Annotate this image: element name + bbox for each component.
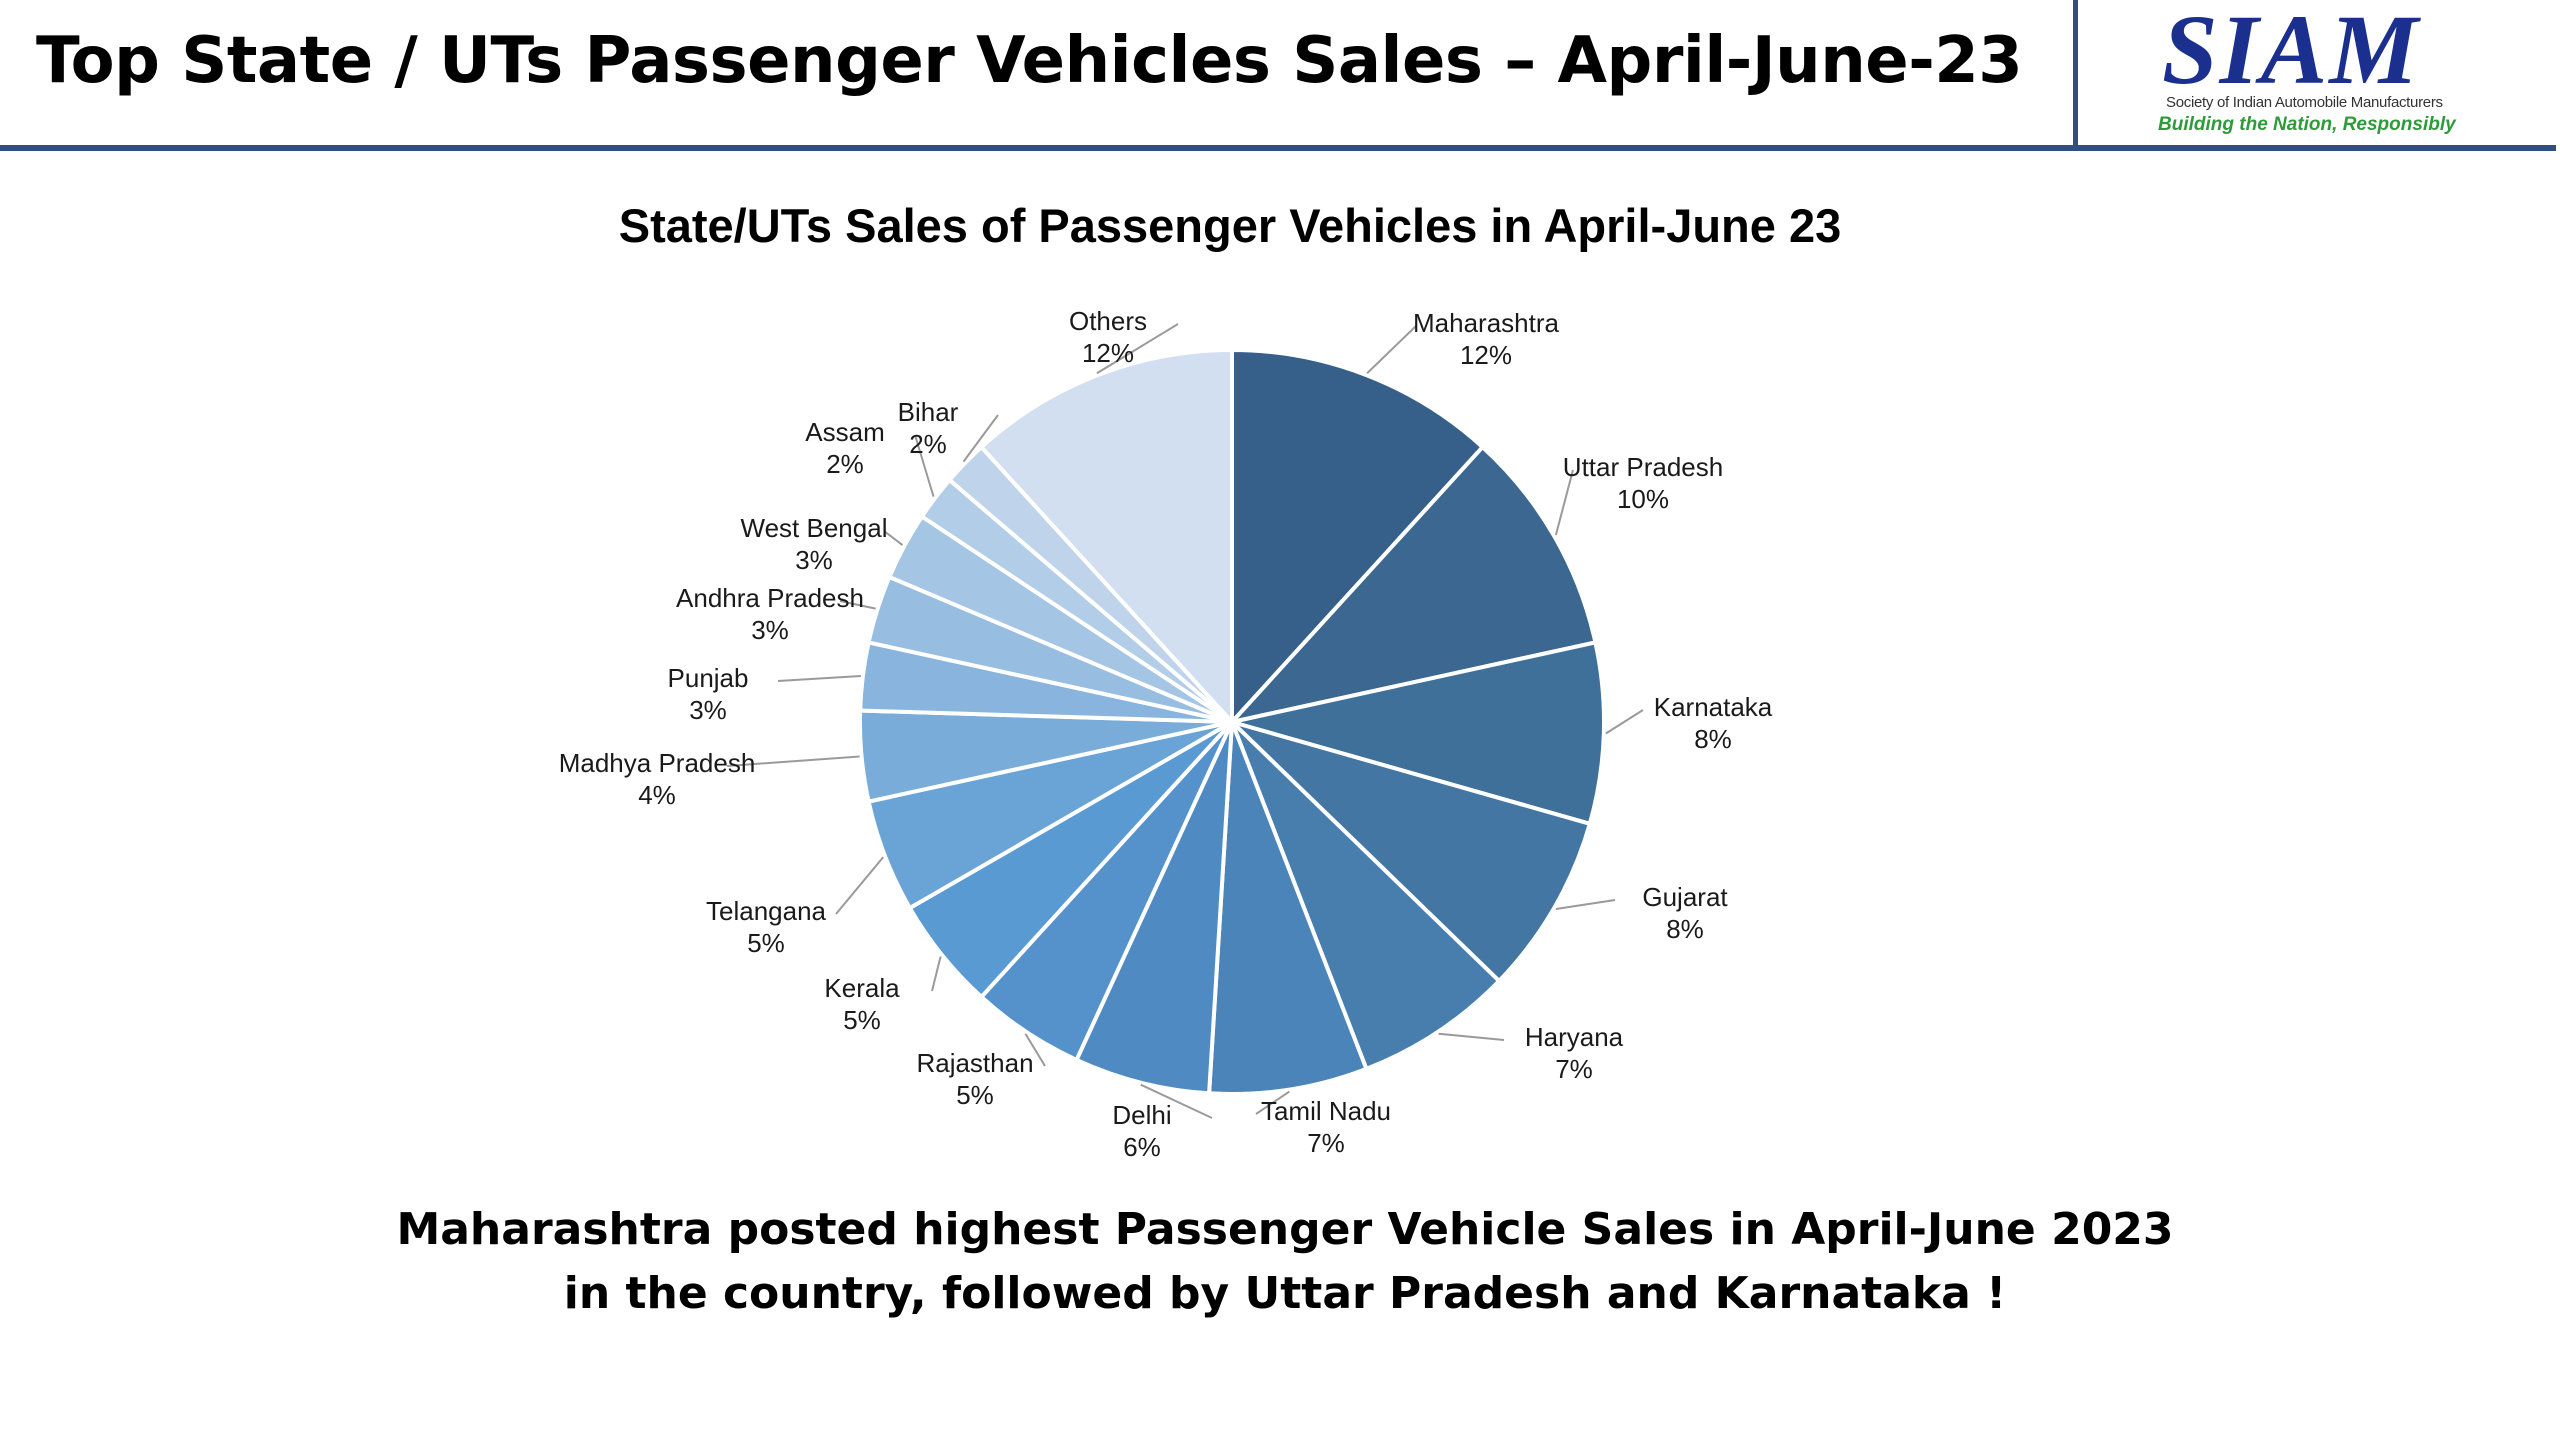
slice-label-value: 10% [1617, 484, 1669, 514]
leader-line [726, 755, 860, 767]
pie-slice-others [978, 347, 1234, 728]
leader-line [1024, 1033, 1046, 1067]
slice-label-name: Maharashtra [1413, 308, 1559, 338]
slice-label-value: 6% [1123, 1132, 1161, 1162]
pie-slice-gujarat [1230, 720, 1593, 984]
chart-title: State/UTs Sales of Passenger Vehicles in… [618, 199, 1842, 252]
slice-label-value: 2% [826, 449, 864, 479]
leader-lines [726, 323, 1644, 1119]
pie-slice-delhi [1073, 721, 1234, 1096]
slice-label-name: Tamil Nadu [1261, 1096, 1391, 1126]
logo-subtitle: Society of Indian Automobile Manufacture… [2166, 94, 2443, 111]
leader-line [1605, 709, 1644, 735]
summary-caption: Maharashtra posted highest Passenger Veh… [0, 1198, 2560, 1326]
leader-line [1096, 323, 1179, 375]
pie-slice-tamil-nadu [1206, 721, 1369, 1096]
page-title: Top State / UTs Passenger Vehicles Sales… [36, 24, 2023, 98]
slice-label-value: 7% [1555, 1054, 1593, 1084]
slice-label-name: Assam [805, 417, 884, 447]
pie-slice-uttar-pradesh [1226, 444, 1598, 726]
slice-label-value: 2% [909, 429, 947, 459]
slice-label-name: Kerala [824, 973, 900, 1003]
leader-line [777, 675, 861, 682]
leader-line [839, 600, 876, 610]
leader-line [1438, 1032, 1505, 1041]
slice-label-name: Uttar Pradesh [1563, 452, 1723, 482]
pie-slice-karnataka [1231, 640, 1606, 827]
caption-line-1: Maharashtra posted highest Passenger Veh… [396, 1204, 2174, 1255]
logo-wordmark: SIAM [2162, 0, 2421, 105]
pie-slice-maharashtra [1230, 347, 1486, 728]
header-rule [0, 145, 2556, 151]
logo-tagline: Building the Nation, Responsibly [2158, 114, 2456, 135]
slice-label-value: 8% [1694, 724, 1732, 754]
leader-line [883, 530, 904, 546]
slice-label-value: 4% [638, 780, 676, 810]
slice-label-value: 5% [843, 1005, 881, 1035]
pie-slice-haryana [1230, 720, 1502, 1072]
leader-line [1555, 899, 1616, 910]
leader-line [962, 414, 999, 463]
pie-slices [858, 347, 1606, 1096]
leader-line [1140, 1083, 1213, 1119]
slice-label-name: Rajasthan [916, 1048, 1033, 1078]
leader-line [835, 856, 885, 915]
leader-line [1255, 1090, 1290, 1115]
slice-label-value: 3% [751, 615, 789, 645]
leader-line [1366, 325, 1417, 374]
slice-label-value: 7% [1307, 1128, 1345, 1158]
slice-label-name: Telangana [706, 896, 827, 926]
slice-label-name: Bihar [898, 397, 959, 427]
caption-line-2: in the country, followed by Uttar Prades… [563, 1268, 2007, 1319]
slice-label-name: Haryana [1525, 1022, 1624, 1052]
slice-label-value: 5% [956, 1080, 994, 1110]
slice-label-value: 12% [1460, 340, 1512, 370]
slice-label-name: Delhi [1112, 1100, 1171, 1130]
slice-label-name: Others [1069, 306, 1147, 336]
slice-label-value: 5% [747, 928, 785, 958]
slice-label-name: West Bengal [741, 513, 888, 543]
slice-label-value: 3% [795, 545, 833, 575]
header-divider [2073, 0, 2078, 148]
slice-label-value: 12% [1082, 338, 1134, 368]
leader-line [914, 434, 935, 497]
slice-label-name: Gujarat [1642, 882, 1728, 912]
slice-label-value: 8% [1666, 914, 1704, 944]
siam-logo: SIAM Society of Indian Automobile Manufa… [2150, 0, 2490, 138]
slice-label-name: Madhya Pradesh [559, 748, 756, 778]
leader-line [931, 956, 942, 992]
leader-line [1554, 469, 1574, 536]
slice-label-name: Andhra Pradesh [676, 583, 864, 613]
slice-label-name: Karnataka [1654, 692, 1773, 722]
slice-label-name: Punjab [668, 663, 749, 693]
slice-label-value: 3% [689, 695, 727, 725]
